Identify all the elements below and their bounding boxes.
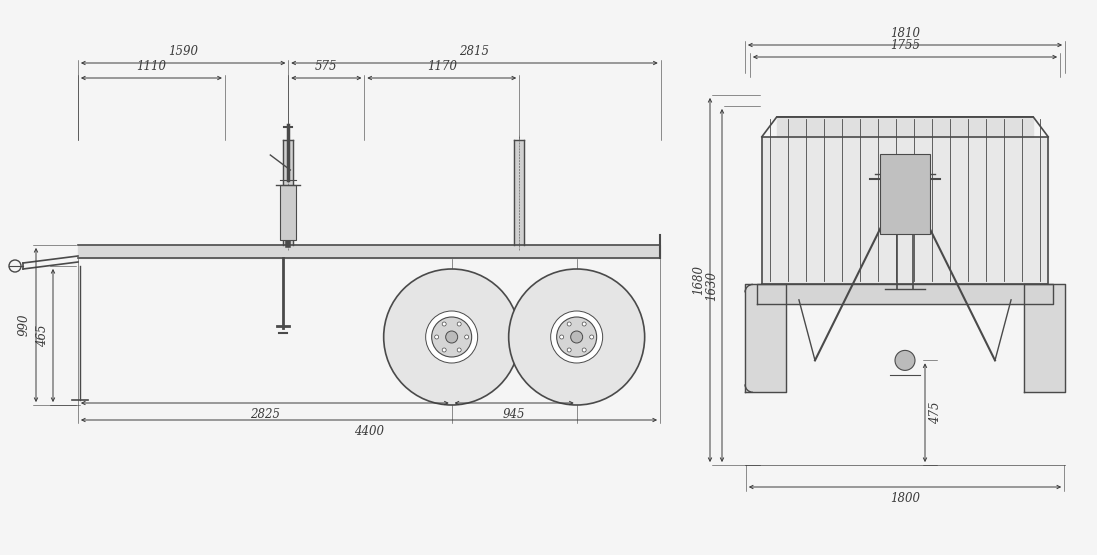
Circle shape bbox=[384, 269, 520, 405]
Circle shape bbox=[509, 269, 645, 405]
Text: 2815: 2815 bbox=[460, 45, 489, 58]
Text: 990: 990 bbox=[18, 314, 31, 336]
Circle shape bbox=[895, 350, 915, 370]
Circle shape bbox=[556, 317, 597, 357]
Bar bbox=[880, 154, 930, 234]
Circle shape bbox=[434, 335, 439, 339]
Text: 1680: 1680 bbox=[692, 265, 705, 295]
Circle shape bbox=[457, 322, 461, 326]
Circle shape bbox=[445, 331, 457, 343]
Text: 1755: 1755 bbox=[890, 39, 920, 52]
Circle shape bbox=[551, 311, 602, 363]
Text: 465: 465 bbox=[36, 324, 49, 347]
Text: 1110: 1110 bbox=[136, 60, 167, 73]
Text: 2825: 2825 bbox=[250, 408, 280, 421]
Circle shape bbox=[590, 335, 593, 339]
Circle shape bbox=[583, 348, 586, 352]
Bar bbox=[281, 185, 296, 240]
Text: 1630: 1630 bbox=[705, 270, 719, 300]
Circle shape bbox=[570, 331, 583, 343]
Text: 575: 575 bbox=[315, 60, 338, 73]
Text: 945: 945 bbox=[502, 408, 525, 421]
Circle shape bbox=[442, 322, 446, 326]
Text: 1590: 1590 bbox=[168, 45, 199, 58]
Text: 1810: 1810 bbox=[890, 27, 920, 40]
Text: 475: 475 bbox=[929, 401, 942, 424]
Circle shape bbox=[426, 311, 477, 363]
Circle shape bbox=[465, 335, 468, 339]
Circle shape bbox=[442, 348, 446, 352]
Circle shape bbox=[567, 322, 572, 326]
Circle shape bbox=[432, 317, 472, 357]
Circle shape bbox=[583, 322, 586, 326]
Circle shape bbox=[567, 348, 572, 352]
Circle shape bbox=[559, 335, 564, 339]
Text: 1800: 1800 bbox=[890, 492, 920, 505]
Text: 1170: 1170 bbox=[427, 60, 456, 73]
Text: 4400: 4400 bbox=[354, 425, 384, 438]
Circle shape bbox=[457, 348, 461, 352]
